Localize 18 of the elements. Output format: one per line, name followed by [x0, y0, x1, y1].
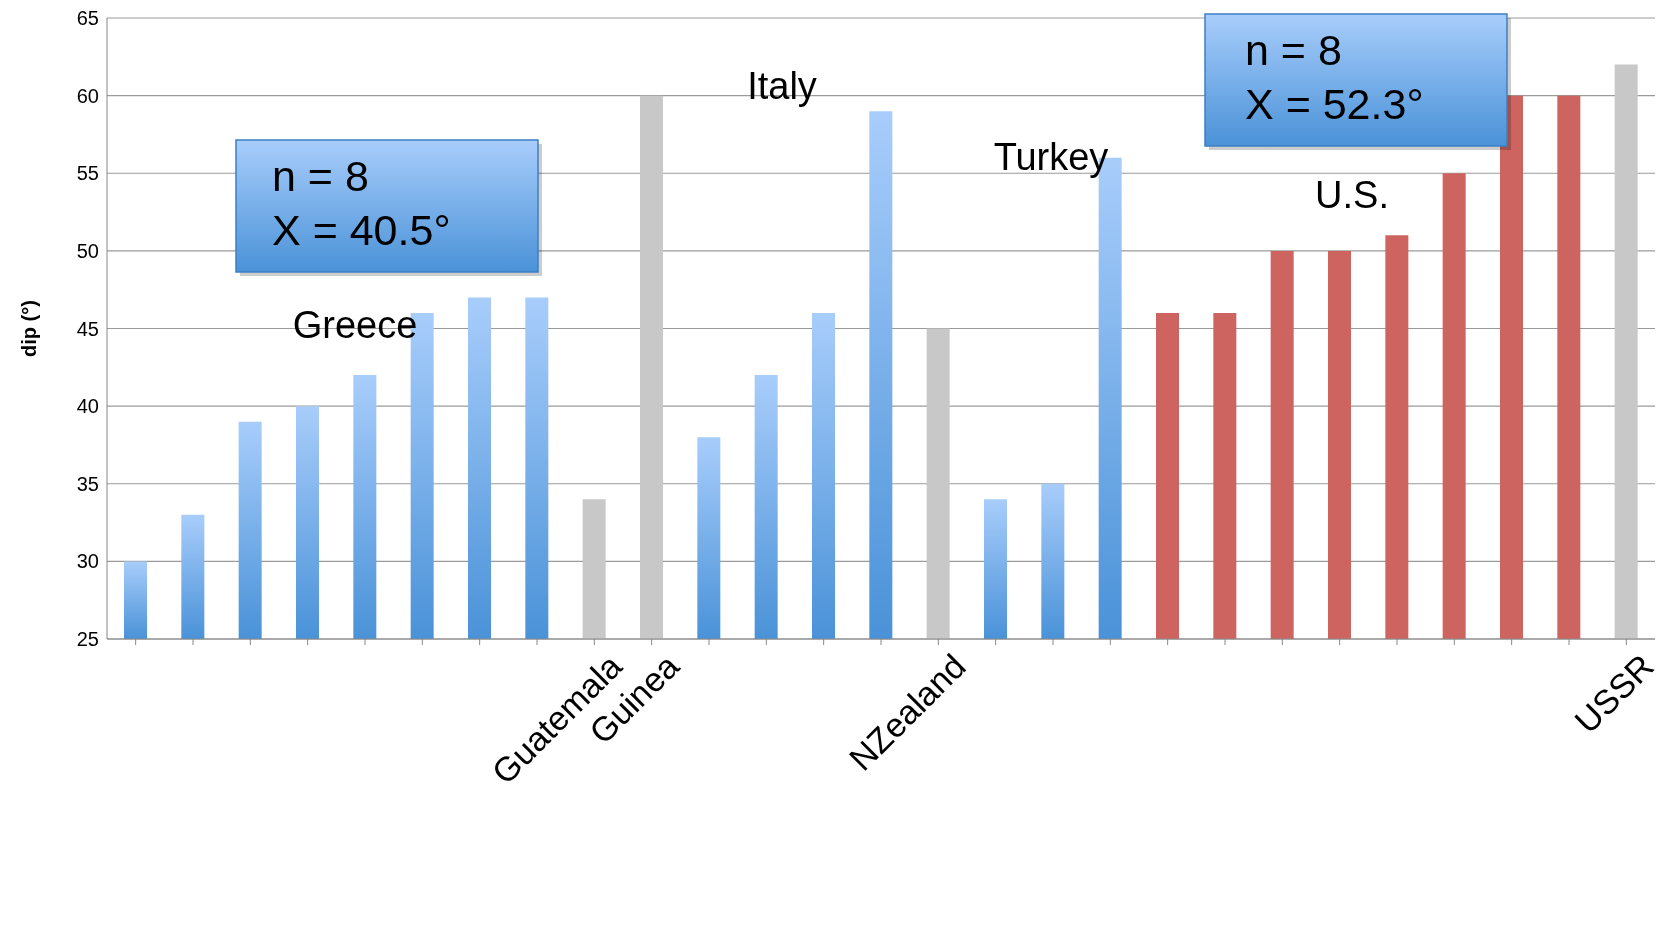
y-axis-title: dip (°): [18, 300, 41, 357]
annotation: Greece: [292, 304, 418, 346]
y-tick-label: 40: [76, 395, 99, 418]
y-tick-label: 65: [76, 7, 99, 30]
y-tick-label: 30: [76, 550, 99, 573]
y-tick-label: 60: [76, 84, 99, 107]
annotation: n = 8: [272, 152, 369, 200]
y-tick-label: 50: [76, 239, 99, 262]
annotation: X = 40.5°: [272, 206, 451, 254]
y-tick-label: 45: [76, 317, 99, 340]
annotation: X = 52.3°: [1245, 80, 1424, 128]
y-tick-label: 55: [76, 162, 99, 185]
y-tick-label: 35: [76, 472, 99, 495]
annotation: Italy: [747, 65, 817, 107]
annotation: n = 8: [1245, 26, 1342, 74]
y-tick-label: 25: [76, 628, 99, 651]
annotation: U.S.: [1315, 174, 1389, 216]
annotation: Turkey: [993, 136, 1109, 178]
